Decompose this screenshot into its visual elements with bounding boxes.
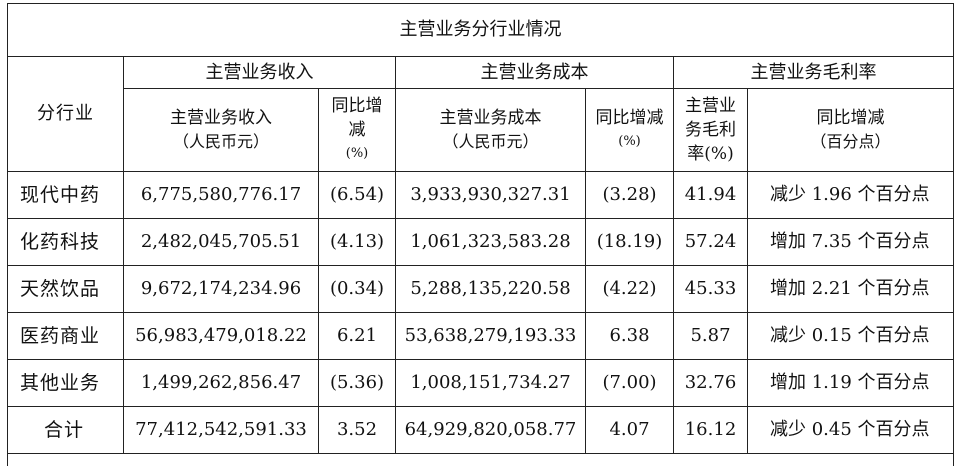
cost-yoy-value: (3.28) xyxy=(586,172,674,219)
revenue-yoy-value: 3.52 xyxy=(319,407,396,454)
segment-name: 其他业务 xyxy=(8,360,124,407)
header-revenue-yoy-line2: 减 xyxy=(319,118,395,142)
header-revenue-yoy-line1: 同比增 xyxy=(319,94,395,118)
header-revenue: 主营业务收入 （人民币元） xyxy=(124,89,319,172)
revenue-yoy-value: 6.21 xyxy=(319,313,396,360)
margin-change-value: 增加 2.21 个百分点 xyxy=(748,266,954,313)
margin-value: 45.33 xyxy=(674,266,748,313)
margin-value: 16.12 xyxy=(674,407,748,454)
table-row-total: 合计 77,412,542,591.33 3.52 64,929,820,058… xyxy=(8,407,954,454)
header-margin-change-label: 同比增减 xyxy=(748,106,953,130)
header-margin: 主营业 务毛利 率(%) xyxy=(674,89,748,172)
header-margin-change: 同比增减 （百分点） xyxy=(748,89,954,172)
cost-yoy-value: 4.07 xyxy=(586,407,674,454)
cost-value: 1,061,323,583.28 xyxy=(396,219,586,266)
revenue-yoy-value: (6.54) xyxy=(319,172,396,219)
table-row: 医药商业 56,983,479,018.22 6.21 53,638,279,1… xyxy=(8,313,954,360)
revenue-value: 2,482,045,705.51 xyxy=(124,219,319,266)
margin-change-value: 增加 1.19 个百分点 xyxy=(748,360,954,407)
segment-name: 天然饮品 xyxy=(8,266,124,313)
header-revenue-unit: （人民币元） xyxy=(124,130,318,154)
margin-change-value: 减少 0.45 个百分点 xyxy=(748,407,954,454)
segment-name: 现代中药 xyxy=(8,172,124,219)
cost-yoy-value: 6.38 xyxy=(586,313,674,360)
margin-value: 5.87 xyxy=(674,313,748,360)
revenue-value: 6,775,580,776.17 xyxy=(124,172,319,219)
header-cost-yoy-line1: 同比增减 xyxy=(586,106,673,130)
segment-revenue-table: 主营业务分行业情况 分行业 主营业务收入 主营业务成本 主营业务毛利率 主营业务… xyxy=(7,3,954,466)
segment-name: 化药科技 xyxy=(8,219,124,266)
cost-value: 5,288,135,220.58 xyxy=(396,266,586,313)
group-revenue: 主营业务收入 xyxy=(124,57,396,89)
header-revenue-label: 主营业务收入 xyxy=(124,106,318,130)
header-margin-line1: 主营业 xyxy=(674,94,747,118)
header-revenue-yoy: 同比增 减 (%) xyxy=(319,89,396,172)
cost-yoy-value: (4.22) xyxy=(586,266,674,313)
margin-value: 57.24 xyxy=(674,219,748,266)
table-title: 主营业务分行业情况 xyxy=(8,4,954,57)
revenue-yoy-value: (4.13) xyxy=(319,219,396,266)
table-row: 其他业务 1,499,262,856.47 (5.36) 1,008,151,7… xyxy=(8,360,954,407)
revenue-value: 56,983,479,018.22 xyxy=(124,313,319,360)
header-cost-yoy: 同比增减 (%) xyxy=(586,89,674,172)
table-footer-row xyxy=(8,454,954,466)
cost-yoy-value: (7.00) xyxy=(586,360,674,407)
revenue-yoy-value: (0.34) xyxy=(319,266,396,313)
table-row: 现代中药 6,775,580,776.17 (6.54) 3,933,930,3… xyxy=(8,172,954,219)
header-cost-label: 主营业务成本 xyxy=(396,106,585,130)
cost-value: 53,638,279,193.33 xyxy=(396,313,586,360)
margin-value: 41.94 xyxy=(674,172,748,219)
header-margin-line2: 务毛利 xyxy=(674,118,747,142)
header-revenue-yoy-unit: (%) xyxy=(319,142,395,166)
margin-change-value: 减少 0.15 个百分点 xyxy=(748,313,954,360)
cost-value: 3,933,930,327.31 xyxy=(396,172,586,219)
cost-yoy-value: (18.19) xyxy=(586,219,674,266)
margin-change-value: 增加 7.35 个百分点 xyxy=(748,219,954,266)
table-row: 天然饮品 9,672,174,234.96 (0.34) 5,288,135,2… xyxy=(8,266,954,313)
revenue-value: 77,412,542,591.33 xyxy=(124,407,319,454)
segment-name: 医药商业 xyxy=(8,313,124,360)
header-cost: 主营业务成本 （人民币元） xyxy=(396,89,586,172)
cost-value: 1,008,151,734.27 xyxy=(396,360,586,407)
revenue-value: 1,499,262,856.47 xyxy=(124,360,319,407)
table-row: 化药科技 2,482,045,705.51 (4.13) 1,061,323,5… xyxy=(8,219,954,266)
margin-change-value: 减少 1.96 个百分点 xyxy=(748,172,954,219)
header-margin-line3: 率(%) xyxy=(674,142,747,166)
revenue-yoy-value: (5.36) xyxy=(319,360,396,407)
segment-name: 合计 xyxy=(8,407,124,454)
header-cost-unit: （人民币元） xyxy=(396,130,585,154)
header-margin-change-unit: （百分点） xyxy=(748,130,953,154)
cost-value: 64,929,820,058.77 xyxy=(396,407,586,454)
header-segment: 分行业 xyxy=(8,57,124,172)
group-margin: 主营业务毛利率 xyxy=(674,57,954,89)
group-cost: 主营业务成本 xyxy=(396,57,674,89)
revenue-value: 9,672,174,234.96 xyxy=(124,266,319,313)
margin-value: 32.76 xyxy=(674,360,748,407)
header-cost-yoy-unit: (%) xyxy=(586,130,673,154)
